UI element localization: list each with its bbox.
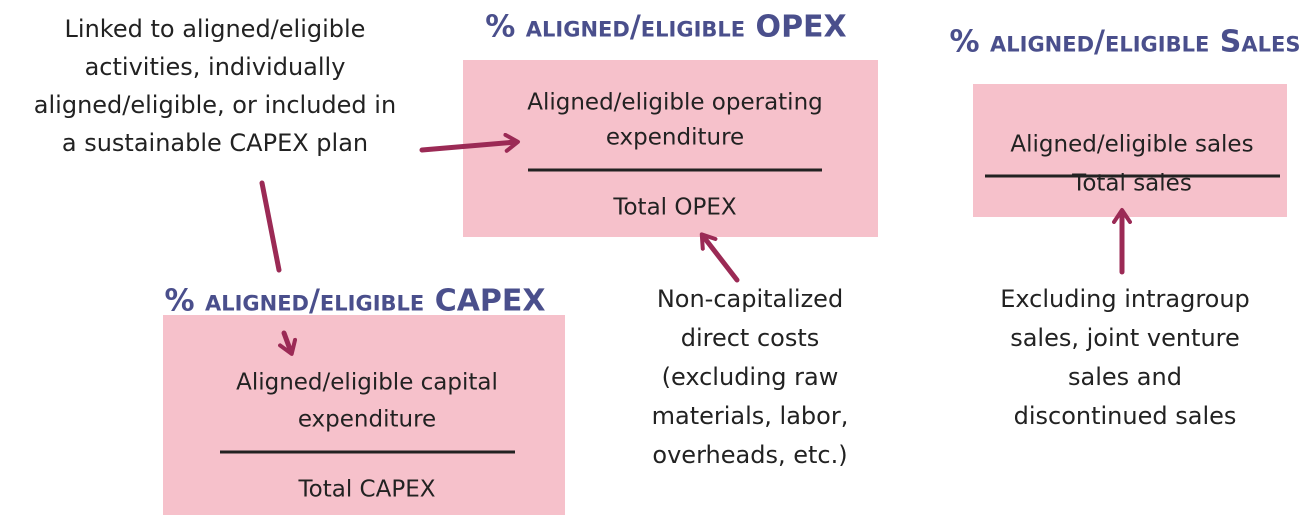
note-line: overheads, etc.) xyxy=(652,441,847,469)
capex-denominator: Total CAPEX xyxy=(298,477,436,503)
opex-denominator: Total OPEX xyxy=(612,195,737,221)
note-line: Non-capitalized xyxy=(657,285,843,313)
capex-box xyxy=(163,315,565,515)
note-line: aligned/eligible, or included in xyxy=(34,91,396,119)
capex-numerator: Aligned/eligible capital xyxy=(236,370,498,396)
capex-numerator: expenditure xyxy=(298,407,436,433)
note-line: (excluding raw xyxy=(662,363,839,391)
note-line: discontinued sales xyxy=(1014,402,1237,430)
opex-numerator: Aligned/eligible operating xyxy=(527,90,823,116)
arrow xyxy=(419,132,520,153)
note-line: Linked to aligned/eligible xyxy=(65,15,366,43)
note-line: materials, labor, xyxy=(652,402,849,430)
sales-numerator: Aligned/eligible sales xyxy=(1010,132,1253,158)
note-line: a sustainable CAPEX plan xyxy=(62,129,368,157)
sales-box xyxy=(973,84,1287,217)
note-line: sales, joint venture xyxy=(1010,324,1240,352)
notes: Linked to aligned/eligible activities, in… xyxy=(34,15,1250,469)
note-line: sales and xyxy=(1068,363,1182,391)
note-line: direct costs xyxy=(681,324,820,352)
capex-title: % aligned/eligible CAPEX xyxy=(164,284,545,319)
sales-title: % aligned/eligible Sales xyxy=(950,25,1301,60)
sales-denominator: Total sales xyxy=(1071,171,1192,197)
connector-line xyxy=(259,180,282,273)
opex-numerator: expenditure xyxy=(606,125,744,151)
opex-title: % aligned/eligible OPEX xyxy=(485,10,846,45)
arrow xyxy=(278,330,298,356)
note-line: Excluding intragroup xyxy=(1000,285,1250,313)
arrow xyxy=(699,232,740,283)
note-line: activities, individually xyxy=(85,53,346,81)
opex-box xyxy=(463,60,878,237)
